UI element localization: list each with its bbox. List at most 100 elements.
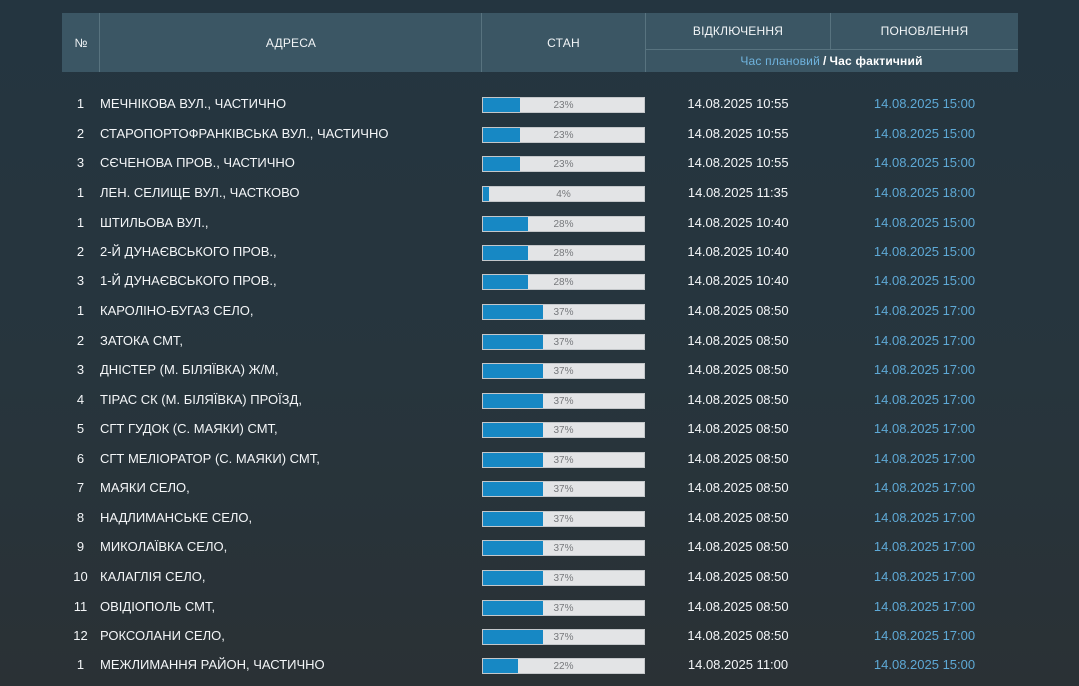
progress-bar: 37% [482,511,645,527]
row-number: 3 [76,155,85,170]
progress-fill [483,482,543,496]
progress-label: 37% [553,425,574,436]
row-number: 1 [76,96,85,111]
progress-fill [483,217,529,231]
progress-label: 23% [553,159,574,170]
progress-label: 28% [553,277,574,288]
outage-time: 14.08.2025 08:50 [687,333,789,348]
restore-time: 14.08.2025 17:00 [873,303,976,318]
table-row: 2 ЗАТОКА СМТ, 37% 14.08.2025 08:50 14.08.202… [62,330,1018,352]
row-number: 3 [76,273,85,288]
progress-fill [483,305,543,319]
progress-label: 28% [553,219,574,230]
progress-bar: 37% [482,304,645,320]
row-address: 2-Й ДУНАЄВСЬКОГО ПРОВ., [100,244,277,259]
row-number: 2 [76,333,85,348]
column-header-outage: ВІДКЛЮЧЕННЯ [692,24,784,38]
progress-label: 37% [553,366,574,377]
progress-bar: 22% [482,658,645,674]
restore-time: 14.08.2025 17:00 [873,569,976,584]
progress-bar: 37% [482,393,645,409]
row-number: 1 [76,657,85,672]
row-number: 1 [76,185,85,200]
row-number: 8 [76,510,85,525]
row-address: НАДЛИМАНСЬКЕ СЕЛО, [100,510,253,525]
outage-time: 14.08.2025 08:50 [687,599,789,614]
row-number: 4 [76,392,85,407]
row-address: СГТ МЕЛІОРАТОР (С. МАЯКИ) СМТ, [100,451,320,466]
outage-time: 14.08.2025 08:50 [687,539,789,554]
outage-time: 14.08.2025 10:55 [687,96,789,111]
progress-bar: 4% [482,186,645,202]
row-address: СГТ ГУДОК (С. МАЯКИ) СМТ, [100,421,278,436]
table-row: 1 ЛЕН. СЕЛИЩЕ ВУЛ., ЧАСТКОВО 4% 14.08.2025 … [62,182,1018,204]
progress-fill [483,601,543,615]
progress-label: 23% [553,100,574,111]
row-address: 1-Й ДУНАЄВСЬКОГО ПРОВ., [100,273,277,288]
row-address: КАЛАГЛІЯ СЕЛО, [100,569,206,584]
table-row: 2 СТАРОПОРТОФРАНКІВСЬКА ВУЛ., ЧАСТИЧНО 23%… [62,123,1018,145]
restore-time: 14.08.2025 17:00 [873,362,976,377]
outage-time: 14.08.2025 08:50 [687,569,789,584]
progress-bar: 37% [482,422,645,438]
row-number: 1 [76,215,85,230]
restore-time: 14.08.2025 17:00 [873,333,976,348]
progress-label: 37% [553,396,574,407]
table-row: 3 СЄЧЕНОВА ПРОВ., ЧАСТИЧНО 23% 14.08.2025 1… [62,152,1018,174]
progress-bar: 37% [482,600,645,616]
column-header-address: АДРЕСА [265,35,317,50]
progress-label: 37% [553,603,574,614]
outage-time: 14.08.2025 11:00 [687,657,789,672]
table-row: 6 СГТ МЕЛІОРАТОР (С. МАЯКИ) СМТ, 37% 14.08.… [62,448,1018,470]
row-number: 9 [76,539,85,554]
restore-time: 14.08.2025 15:00 [873,155,976,170]
progress-label: 37% [553,632,574,643]
restore-time: 14.08.2025 18:00 [873,185,976,200]
row-number: 6 [76,451,85,466]
outage-time: 14.08.2025 11:35 [687,185,789,200]
progress-label: 37% [553,484,574,495]
progress-label: 4% [556,189,571,200]
outage-time: 14.08.2025 08:50 [687,510,789,525]
progress-fill [483,571,543,585]
restore-time: 14.08.2025 17:00 [873,628,976,643]
table-row: 1 МЕЧНІКОВА ВУЛ., ЧАСТИЧНО 23% 14.08.2025 1… [62,93,1018,115]
header-divider [99,13,100,72]
table-row: 10 КАЛАГЛІЯ СЕЛО, 37% 14.08.2025 08:50 14.08… [62,566,1018,588]
outage-time: 14.08.2025 08:50 [687,451,789,466]
progress-fill [483,364,543,378]
restore-time: 14.08.2025 15:00 [873,215,976,230]
row-number: 3 [76,362,85,377]
restore-time: 14.08.2025 17:00 [873,421,976,436]
progress-label: 37% [553,514,574,525]
progress-fill [483,394,543,408]
restore-time: 14.08.2025 17:00 [873,392,976,407]
header-divider [645,49,1018,50]
progress-bar: 23% [482,97,645,113]
restore-time: 14.08.2025 17:00 [873,480,976,495]
restore-time: 14.08.2025 17:00 [873,539,976,554]
header-divider [830,13,831,49]
table-row: 7 МАЯКИ СЕЛО, 37% 14.08.2025 08:50 14.08.202… [62,477,1018,499]
table-header: № АДРЕСА СТАН ВІДКЛЮЧЕННЯ ПОНОВЛЕННЯ Час… [62,13,1018,72]
progress-bar: 28% [482,274,645,290]
row-number: 7 [76,480,85,495]
table-row: 9 МИКОЛАЇВКА СЕЛО, 37% 14.08.2025 08:50 14.0… [62,536,1018,558]
progress-fill [483,187,490,201]
restore-time: 14.08.2025 15:00 [873,273,976,288]
progress-fill [483,630,543,644]
progress-label: 37% [553,543,574,554]
row-address: СЄЧЕНОВА ПРОВ., ЧАСТИЧНО [100,155,295,170]
outage-time: 14.08.2025 08:50 [687,303,789,318]
row-number: 11 [73,599,88,614]
restore-time: 14.08.2025 17:00 [873,451,976,466]
progress-label: 28% [553,248,574,259]
outage-time: 14.08.2025 10:55 [687,155,789,170]
restore-time: 14.08.2025 15:00 [873,96,976,111]
progress-fill [483,512,543,526]
outage-table: № АДРЕСА СТАН ВІДКЛЮЧЕННЯ ПОНОВЛЕННЯ Час… [62,13,1018,674]
table-row: 1 ШТИЛЬОВА ВУЛ., 28% 14.08.2025 10:40 14.08.… [62,212,1018,234]
progress-fill [483,246,529,260]
progress-fill [483,541,543,555]
outage-time: 14.08.2025 08:50 [687,392,789,407]
